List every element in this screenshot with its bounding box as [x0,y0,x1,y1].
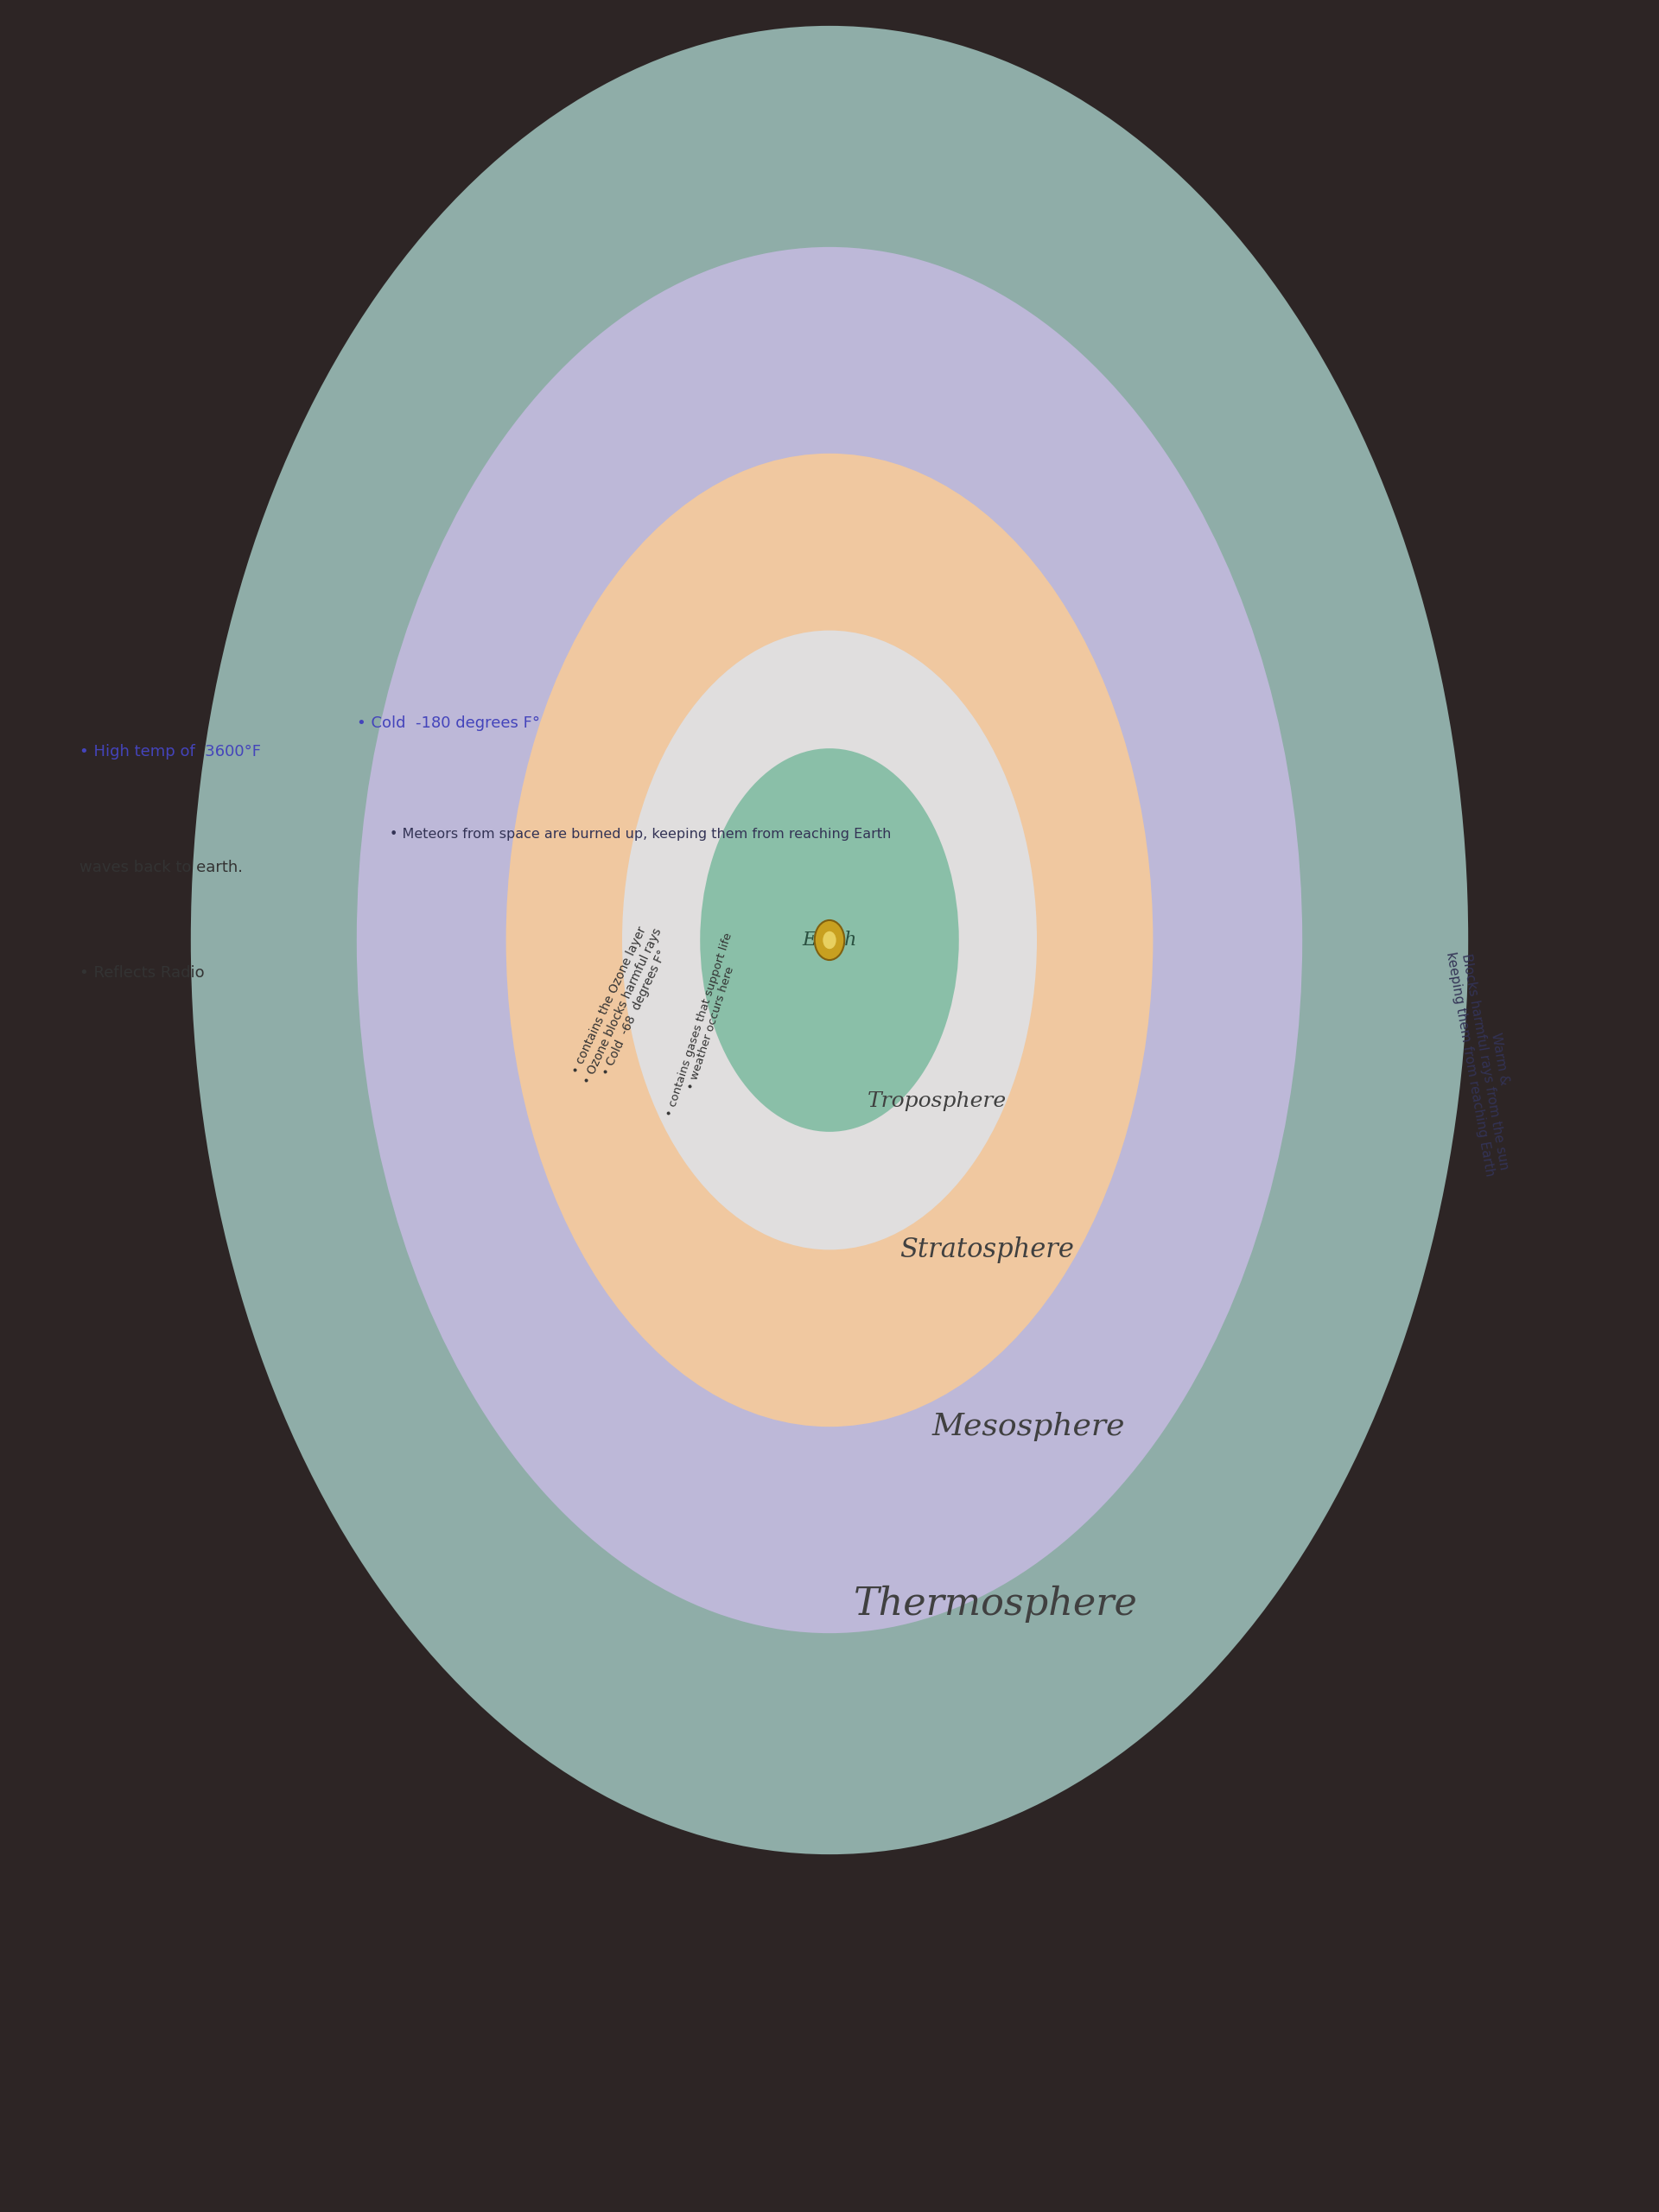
Text: • contains gases that support life
• weather occurs here: • contains gases that support life • wea… [664,931,747,1121]
Text: Earth: Earth [801,931,858,949]
Text: Thermosphere: Thermosphere [853,1586,1138,1621]
Text: Warm &
Blocks harmful rays from the sun
keeping them from reaching Earth: Warm & Blocks harmful rays from the sun … [1443,947,1526,1177]
Text: Mesosphere: Mesosphere [932,1411,1125,1442]
Ellipse shape [700,748,959,1133]
Text: • Cold  -180 degrees F°: • Cold -180 degrees F° [357,714,539,732]
Text: • Meteors from space are burned up, keeping them from reaching Earth: • Meteors from space are burned up, keep… [390,827,891,841]
Ellipse shape [357,248,1302,1632]
Text: • Reflects Radio: • Reflects Radio [80,964,204,982]
Text: waves back to earth.: waves back to earth. [80,858,242,876]
Text: Troposphere: Troposphere [868,1093,1007,1110]
Ellipse shape [191,27,1468,1854]
Text: Stratosphere: Stratosphere [899,1237,1075,1263]
Circle shape [823,931,836,949]
Ellipse shape [506,453,1153,1427]
Text: • High temp of  3600°F: • High temp of 3600°F [80,743,260,761]
Circle shape [815,920,844,960]
Text: • contains the Ozone layer
• Ozone blocks harmful rays
• Cold  -68  degrees F°: • contains the Ozone layer • Ozone block… [567,920,677,1093]
Ellipse shape [622,630,1037,1250]
